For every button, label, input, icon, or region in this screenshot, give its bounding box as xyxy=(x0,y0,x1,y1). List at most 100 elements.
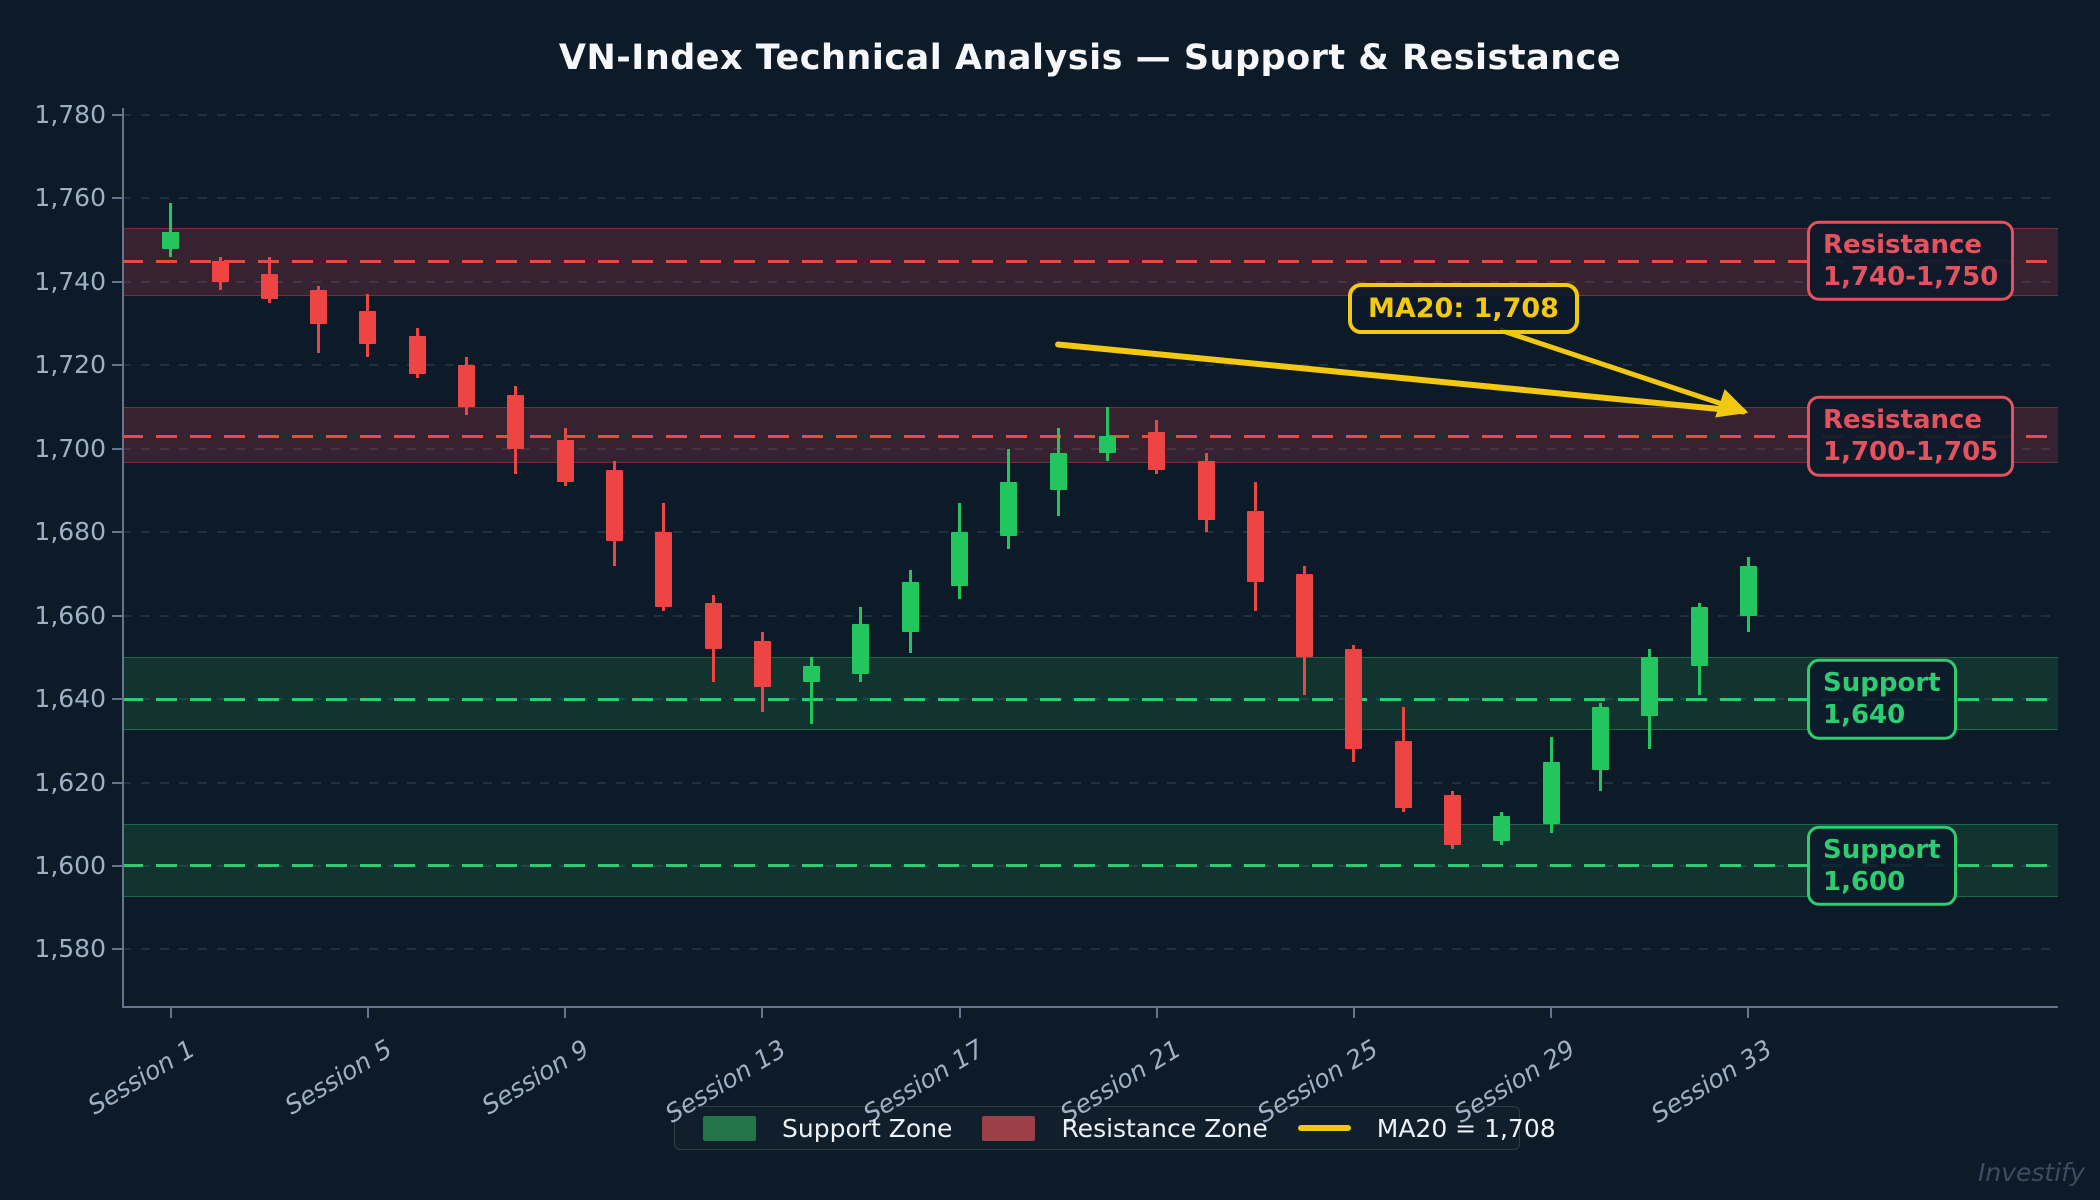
candle-body xyxy=(901,582,919,633)
x-tick-mark xyxy=(958,1006,961,1018)
y-tick-mark xyxy=(112,197,122,200)
candle-body xyxy=(803,665,821,683)
candle-body xyxy=(1690,607,1708,666)
y-tick-mark xyxy=(112,614,122,617)
candle-body xyxy=(951,532,968,587)
candle-wick xyxy=(1105,407,1109,462)
resistance-label-line: 1,740-1,750 xyxy=(1823,262,1999,293)
gridline xyxy=(122,531,2058,534)
x-tick-mark xyxy=(761,1006,764,1018)
y-tick-label: 1,600 xyxy=(34,850,106,880)
legend-label-ma20: MA20 = 1,708 xyxy=(1376,1113,1556,1143)
candle-body xyxy=(310,290,328,324)
y-tick-label: 1,680 xyxy=(34,517,106,547)
y-tick-label: 1,580 xyxy=(34,934,106,964)
y-tick-mark xyxy=(112,781,122,784)
resistance-level-line xyxy=(122,434,2058,438)
x-tick-mark xyxy=(564,1006,567,1018)
x-tick-mark xyxy=(169,1006,172,1018)
candle-body xyxy=(408,336,426,374)
ma20-line-swatch-icon xyxy=(1297,1125,1351,1131)
candle-body xyxy=(1591,707,1609,770)
y-tick-label: 1,720 xyxy=(34,350,106,380)
gridline xyxy=(122,197,2058,200)
watermark: Investify xyxy=(1978,1158,2085,1187)
candle-body xyxy=(1148,432,1166,470)
legend-label-resistance-zone: Resistance Zone xyxy=(1061,1113,1268,1143)
x-tick-mark xyxy=(1352,1006,1355,1018)
gridline xyxy=(122,781,2058,784)
y-tick-label: 1,740 xyxy=(34,266,106,296)
candle-body xyxy=(1197,461,1215,520)
chart-title: VN-Index Technical Analysis — Support & … xyxy=(558,38,1622,78)
candle-body xyxy=(556,440,574,483)
legend-label-support-zone: Support Zone xyxy=(782,1113,953,1143)
support-label-line: 1,640 xyxy=(1823,700,1906,731)
candle-body xyxy=(1493,815,1511,841)
support-level-line xyxy=(122,697,2058,701)
y-tick-label: 1,760 xyxy=(34,183,106,213)
support-label-line: Support xyxy=(1823,834,1941,865)
ma20-annotation-box: MA20: 1,708 xyxy=(1348,283,1579,334)
candle-body xyxy=(1444,795,1461,846)
candle-body xyxy=(605,469,623,541)
candle-body xyxy=(507,394,525,449)
y-tick-mark xyxy=(112,364,122,367)
y-axis-spine xyxy=(122,108,124,1006)
candle-wick xyxy=(810,657,814,725)
support-zone-band xyxy=(122,824,2058,898)
x-tick-label: Session 5 xyxy=(279,1034,397,1121)
legend-item-ma20: MA20 = 1,708 xyxy=(1297,1113,1556,1143)
candle-body xyxy=(359,311,377,345)
y-tick-label: 1,640 xyxy=(34,684,106,714)
candle-body xyxy=(211,261,229,282)
candle-body xyxy=(704,603,722,649)
candle-body xyxy=(1000,482,1018,537)
candle-body xyxy=(1641,657,1659,716)
support-label-line: Support xyxy=(1823,667,1941,698)
candle-wick xyxy=(169,202,173,257)
y-tick-mark xyxy=(112,948,122,951)
gridline xyxy=(122,614,2058,617)
ma20-annotation-label: MA20: 1,708 xyxy=(1368,293,1559,324)
candle-body xyxy=(1739,565,1757,616)
gridline xyxy=(122,948,2058,951)
legend: Support Zone Resistance Zone MA20 = 1,70… xyxy=(674,1106,1556,1150)
candle-body xyxy=(1394,740,1412,808)
candle-body xyxy=(1345,649,1363,750)
y-tick-mark xyxy=(112,698,122,701)
candle-body xyxy=(458,365,475,408)
y-tick-label: 1,660 xyxy=(34,600,106,630)
resistance-label-line: Resistance xyxy=(1823,229,1983,260)
resistance-level-line xyxy=(122,259,2058,263)
candle-body xyxy=(852,623,870,675)
x-tick-mark xyxy=(366,1006,369,1018)
candle-body xyxy=(655,532,673,608)
support-label: Support 1,640 xyxy=(1807,658,1957,740)
resistance-label-line: 1,700-1,705 xyxy=(1823,437,1999,468)
gridline xyxy=(122,280,2058,283)
x-tick-mark xyxy=(1550,1006,1553,1018)
support-label: Support 1,600 xyxy=(1807,825,1957,907)
candle-body xyxy=(260,273,278,299)
support-level-line xyxy=(122,864,2058,868)
y-tick-label: 1,780 xyxy=(34,100,106,129)
gridline xyxy=(122,447,2058,450)
candle-body xyxy=(162,231,180,249)
x-tick-mark xyxy=(1747,1006,1750,1018)
y-tick-mark xyxy=(112,531,122,534)
y-tick-label: 1,620 xyxy=(34,767,106,797)
x-tick-mark xyxy=(1155,1006,1158,1018)
candle-body xyxy=(753,640,771,687)
resistance-zone-swatch-icon xyxy=(982,1115,1036,1141)
resistance-label: Resistance 1,740-1,750 xyxy=(1807,220,2015,302)
gridline xyxy=(122,114,2058,116)
x-tick-label: Session 9 xyxy=(476,1034,595,1121)
candle-body xyxy=(1049,452,1067,491)
resistance-label: Resistance 1,700-1,705 xyxy=(1807,396,2015,477)
legend-item-support-zone: Support Zone xyxy=(703,1114,952,1143)
y-tick-mark xyxy=(112,864,122,867)
x-tick-label: Session 1 xyxy=(82,1034,200,1121)
